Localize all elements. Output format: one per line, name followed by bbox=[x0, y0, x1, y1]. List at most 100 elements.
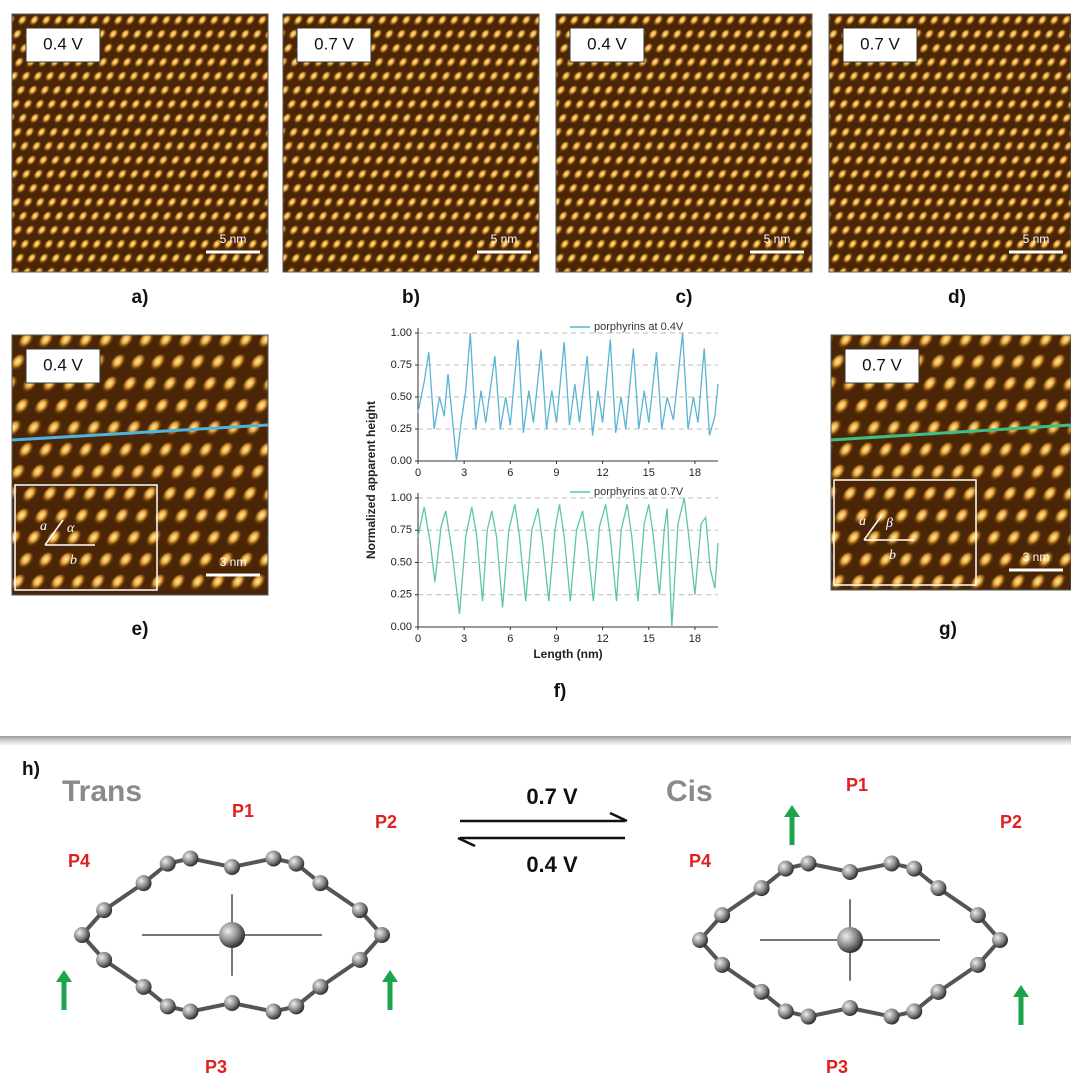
panel-label: e) bbox=[132, 619, 149, 640]
atom bbox=[884, 855, 900, 871]
y-axis-label: Normalized apparent height bbox=[364, 401, 378, 559]
x-tick-label: 3 bbox=[461, 633, 467, 645]
atom bbox=[714, 907, 730, 923]
panel-label: d) bbox=[948, 287, 966, 308]
y-tick-label: 0.75 bbox=[391, 524, 412, 536]
scale-label: 5 nm bbox=[1023, 232, 1050, 246]
atom bbox=[352, 902, 368, 918]
panel-label: f) bbox=[554, 681, 567, 702]
pyrrole-label: P1 bbox=[232, 801, 254, 821]
atom bbox=[224, 995, 240, 1011]
atom bbox=[288, 998, 304, 1014]
x-tick-label: 6 bbox=[507, 633, 513, 645]
bias-label: 0.7 V bbox=[314, 34, 354, 53]
pyrrole-label: P4 bbox=[68, 851, 90, 871]
inset-a: a bbox=[40, 519, 47, 534]
panel-label: h) bbox=[22, 759, 40, 780]
atom bbox=[224, 859, 240, 875]
inset bbox=[15, 485, 157, 590]
pyrrole-label: P3 bbox=[826, 1057, 848, 1077]
inset-angle: α bbox=[67, 521, 75, 536]
inset-b: b bbox=[889, 548, 896, 563]
inset-angle: β bbox=[885, 516, 893, 531]
panel-label: a) bbox=[132, 287, 149, 308]
inset bbox=[834, 480, 976, 585]
atom bbox=[266, 850, 282, 866]
atom bbox=[692, 932, 708, 948]
atom bbox=[970, 907, 986, 923]
atom bbox=[288, 856, 304, 872]
scale-label: 3 nm bbox=[220, 555, 247, 569]
atom bbox=[906, 1003, 922, 1019]
atom bbox=[754, 984, 770, 1000]
scale-label: 5 nm bbox=[764, 232, 791, 246]
atom bbox=[352, 952, 368, 968]
x-tick-label: 15 bbox=[643, 633, 655, 645]
atom bbox=[374, 927, 390, 943]
pyrrole-label: P3 bbox=[205, 1057, 227, 1077]
bias-label: 0.7 V bbox=[862, 355, 902, 374]
atom bbox=[266, 1004, 282, 1020]
atom bbox=[160, 998, 176, 1014]
atom bbox=[96, 902, 112, 918]
y-tick-label: 0.00 bbox=[391, 455, 412, 467]
legend-label: porphyrins at 0.7V bbox=[594, 486, 684, 498]
bias-label: 0.7 V bbox=[860, 34, 900, 53]
bias-label: 0.4 V bbox=[43, 355, 83, 374]
atom bbox=[160, 856, 176, 872]
atom bbox=[136, 875, 152, 891]
y-tick-label: 0.75 bbox=[391, 359, 412, 371]
x-tick-label: 12 bbox=[596, 633, 608, 645]
atom bbox=[906, 861, 922, 877]
atom bbox=[182, 850, 198, 866]
legend-label: porphyrins at 0.4V bbox=[594, 321, 684, 333]
y-tick-label: 1.00 bbox=[391, 327, 412, 339]
atom bbox=[778, 861, 794, 877]
bias-label: 0.4 V bbox=[587, 34, 627, 53]
y-tick-label: 0.50 bbox=[391, 391, 412, 403]
panel-label: c) bbox=[676, 287, 693, 308]
atom bbox=[992, 932, 1008, 948]
atom bbox=[96, 952, 112, 968]
x-tick-label: 3 bbox=[461, 467, 467, 479]
atom bbox=[930, 984, 946, 1000]
atom bbox=[312, 875, 328, 891]
atom bbox=[930, 880, 946, 896]
figure: 0.4 V5 nma)0.7 V5 nmb)0.4 V5 nmc)0.7 V5 … bbox=[0, 0, 1071, 1088]
inset-b: b bbox=[70, 553, 77, 568]
x-tick-label: 0 bbox=[415, 633, 421, 645]
atom bbox=[837, 927, 863, 953]
y-tick-label: 0.00 bbox=[391, 621, 412, 633]
panel-label: g) bbox=[939, 619, 957, 640]
inset-a: a bbox=[859, 514, 866, 529]
atom bbox=[136, 979, 152, 995]
x-tick-label: 9 bbox=[553, 467, 559, 479]
x-tick-label: 12 bbox=[596, 467, 608, 479]
panel-label: b) bbox=[402, 287, 420, 308]
scale-label: 5 nm bbox=[491, 232, 518, 246]
atom bbox=[754, 880, 770, 896]
y-tick-label: 0.25 bbox=[391, 589, 412, 601]
scale-label: 3 nm bbox=[1023, 550, 1050, 564]
atom bbox=[842, 864, 858, 880]
x-tick-label: 9 bbox=[553, 633, 559, 645]
atom bbox=[182, 1004, 198, 1020]
atom bbox=[714, 957, 730, 973]
backward-voltage: 0.4 V bbox=[526, 852, 578, 877]
x-tick-label: 6 bbox=[507, 467, 513, 479]
bias-label: 0.4 V bbox=[43, 34, 83, 53]
y-tick-label: 0.50 bbox=[391, 556, 412, 568]
x-axis-label: Length (nm) bbox=[533, 647, 602, 661]
y-tick-label: 0.25 bbox=[391, 423, 412, 435]
y-tick-label: 1.00 bbox=[391, 492, 412, 504]
atom bbox=[842, 1000, 858, 1016]
atom bbox=[778, 1003, 794, 1019]
atom bbox=[970, 957, 986, 973]
pyrrole-label: P1 bbox=[846, 775, 868, 795]
x-tick-label: 15 bbox=[643, 467, 655, 479]
atom bbox=[800, 1009, 816, 1025]
atom bbox=[74, 927, 90, 943]
atom bbox=[312, 979, 328, 995]
atom bbox=[884, 1009, 900, 1025]
pyrrole-label: P2 bbox=[1000, 812, 1022, 832]
